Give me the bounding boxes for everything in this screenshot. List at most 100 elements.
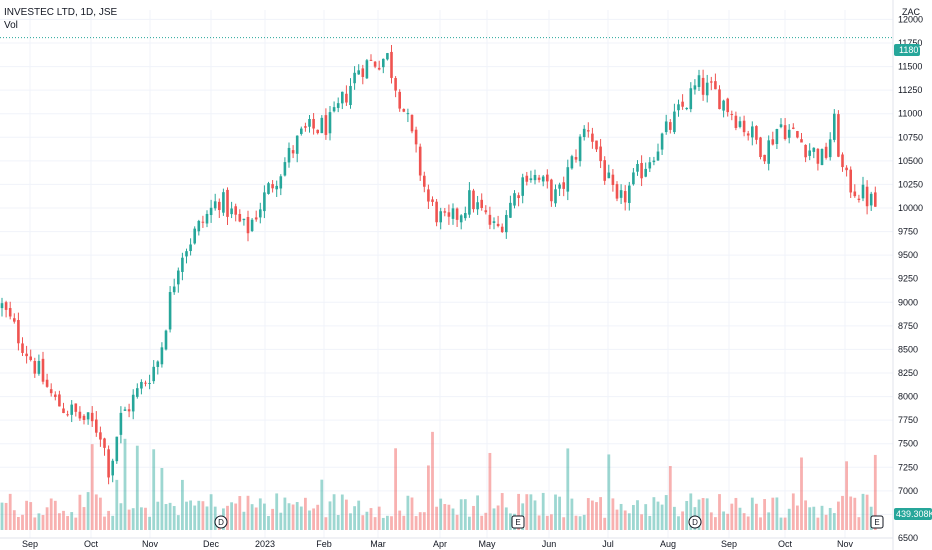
candle-body-120 [492,221,496,223]
volume-bar-55 [226,505,229,530]
candle-body-42 [172,286,176,293]
candle-body-122 [500,226,504,233]
volume-bar-73 [299,506,303,530]
volume-bar-99 [406,495,410,530]
price-axis[interactable]: 6500675070007250750077508000825085008750… [892,0,923,550]
candle-body-40 [164,330,168,350]
candle-body-129 [529,178,533,181]
candle-body-28 [115,436,119,462]
volume-bar-67 [275,493,279,530]
candle-body-11 [45,379,49,387]
time-axis[interactable]: Sep Oct Nov Dec 2023 Feb Mar Apr May Jun Jul Aug Sep… [0,537,893,549]
candle-body-174 [714,81,717,90]
volume-bar-82 [336,515,340,530]
volume-bar-78 [320,479,324,530]
candle-body-56 [230,208,233,215]
marker-letter-3: E [874,518,879,527]
candle-body-185 [759,137,762,158]
x-tick-label-7: Apr [433,539,447,549]
volume-bar-25 [103,516,106,530]
volume-bar-181 [742,513,746,530]
candle-body-161 [660,133,664,150]
candle-body-134 [550,179,553,202]
candle-body-180 [738,121,742,127]
candle-body-167 [685,107,688,110]
x-tick-label-10: Jul [602,539,614,549]
chart-title: INVESTEC LTD, 1D, JSE [4,7,118,18]
x-tick-label-0: Sep [22,539,38,549]
candle-body-146 [599,146,602,162]
y-tick-label-5: 7750 [898,415,918,425]
x-tick-label-11: Aug [660,539,676,549]
volume-bar-118 [484,512,488,530]
candle-body-118 [484,210,488,213]
volume-bar-124 [509,513,512,530]
volume-bar-148 [607,454,611,530]
candle-body-45 [185,251,188,257]
dividend-marker-0 [214,515,228,529]
y-tick-label-6: 8000 [898,392,918,402]
candle-body-198 [812,147,816,152]
volume-bar-145 [595,502,598,530]
candle-body-27 [111,460,114,476]
candle-body-179 [734,115,738,128]
candle-body-97 [398,91,401,109]
volume-bar-87 [357,500,361,530]
volume-bar-141 [578,516,582,530]
volume-bar-208 [853,497,857,530]
candle-body-200 [820,149,824,166]
y-tick-label-22: 12000 [898,14,923,24]
x-tick-label-1: Oct [84,539,99,549]
marker-letter-2: D [692,518,698,527]
volume-bar-42 [172,506,176,530]
candle-body-201 [824,146,828,158]
candle-body-101 [414,129,418,145]
candle-body-67 [275,185,278,190]
candle-body-170 [697,75,701,87]
volume-bar-95 [390,516,393,530]
candle-body-5 [21,343,24,353]
candle-body-74 [304,126,307,128]
candle-body-59 [242,218,246,221]
candle-body-80 [328,112,332,134]
volume-bar-131 [537,515,541,530]
candle-body-79 [324,115,328,135]
volume-bar-2 [8,493,12,530]
candle-body-52 [213,201,217,209]
candle-body-184 [755,126,758,140]
last-price-badge [894,44,920,56]
volume-bar-69 [283,497,287,530]
volume-bar-7 [29,502,33,530]
volume-bar-112 [459,499,463,530]
volume-bar-71 [291,504,295,530]
y-tick-label-8: 8500 [898,344,918,354]
candle-body-90 [369,59,373,61]
y-tick-label-7: 8250 [898,368,918,378]
volume-bar-83 [340,494,344,530]
volume-bar-197 [808,507,812,530]
x-tick-label-14: Nov [837,539,854,549]
volume-bar-161 [660,504,664,530]
volume-bar-57 [234,503,238,530]
y-tick-label-19: 11250 [898,85,922,95]
x-tick-label-12: Sep [721,539,737,549]
currency-label[interactable]: ZAC [902,7,921,17]
candle-body-58 [238,213,242,222]
candle-body-20 [82,415,86,421]
volume-bar-139 [570,498,574,530]
candle-body-142 [582,128,586,138]
candle-body-32 [131,394,135,412]
candle-body-31 [127,409,131,412]
volume-bar-192 [787,508,791,530]
volume-bar-126 [517,493,520,530]
volume-bar-117 [480,515,484,530]
volume-bar-191 [783,517,787,530]
candle-body-155 [636,163,639,172]
candle-body-145 [595,140,598,150]
candle-body-72 [295,135,299,154]
volume-bar-40 [164,504,168,530]
candle-body-81 [332,107,336,112]
y-tick-label-17: 10750 [898,132,923,142]
